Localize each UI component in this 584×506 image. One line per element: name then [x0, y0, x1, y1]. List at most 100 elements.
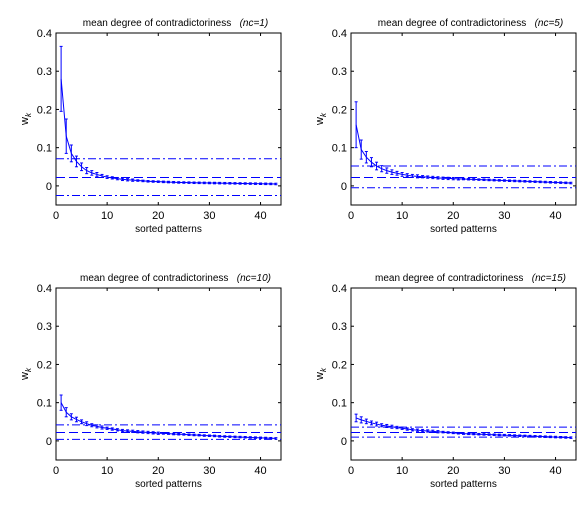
error-bar	[187, 433, 191, 437]
error-bar	[456, 431, 460, 435]
y-tick-label: 0	[341, 181, 347, 193]
error-bar	[197, 433, 201, 437]
error-bar	[64, 118, 68, 154]
error-bar	[248, 436, 252, 439]
error-bar	[207, 181, 211, 185]
error-bar	[264, 182, 268, 186]
error-bar	[446, 431, 450, 434]
y-tick-label: 0.1	[37, 398, 52, 410]
x-tick-label: 10	[101, 210, 113, 222]
error-bar	[248, 182, 252, 185]
error-bar	[64, 407, 68, 418]
error-bar	[182, 181, 186, 184]
chart-title-param: (nc=10)	[237, 273, 271, 284]
error-bar	[274, 182, 278, 186]
error-bar	[151, 180, 155, 183]
error-bar	[233, 435, 237, 439]
error-bar	[554, 435, 558, 439]
error-bar	[431, 175, 435, 180]
y-tick-label: 0.2	[37, 359, 52, 371]
error-bar	[228, 435, 232, 438]
y-axis-label: wk	[314, 112, 328, 126]
chart-panel-3: 0 10 20 30 40 0 0.1 0.2 0.3 0.4 mean degree of con…	[19, 273, 282, 490]
chart-title-gap	[523, 273, 531, 284]
y-axis-label-subscript: k	[24, 112, 33, 117]
error-bar	[543, 435, 547, 438]
x-tick-label: 10	[396, 465, 408, 477]
error-bar	[110, 427, 114, 431]
error-bar	[523, 434, 527, 438]
error-bar	[364, 150, 368, 164]
error-bar	[202, 181, 206, 185]
error-bar	[146, 430, 150, 435]
error-bar	[369, 157, 373, 168]
x-tick-label: 40	[254, 465, 266, 477]
error-bar	[167, 180, 170, 184]
error-bar	[177, 432, 181, 436]
error-bar	[559, 435, 563, 439]
error-bar	[451, 176, 455, 181]
error-bar	[385, 423, 389, 429]
error-bar	[354, 101, 358, 149]
error-bar	[197, 181, 201, 185]
y-axis-label-main: w	[314, 117, 326, 126]
chart-title-gap	[231, 18, 239, 29]
error-bar	[518, 434, 522, 437]
error-bar	[548, 180, 552, 184]
error-bar	[538, 180, 542, 184]
chart-title: mean degree of contradictoriness (nc=15)	[375, 273, 566, 284]
error-bar	[436, 176, 440, 180]
error-bar	[167, 432, 170, 435]
error-bar	[421, 428, 425, 433]
error-bar	[161, 180, 165, 184]
error-bar	[564, 181, 568, 185]
error-bar	[177, 181, 181, 184]
error-bar	[141, 430, 145, 434]
error-bar	[492, 433, 496, 437]
error-bar	[269, 182, 273, 186]
error-bar	[172, 180, 176, 184]
error-bar	[410, 173, 414, 178]
y-tick-label: 0	[341, 436, 347, 448]
error-bar	[243, 182, 247, 185]
chart-title-main: mean degree of contradictoriness	[80, 273, 228, 284]
error-bar	[192, 433, 196, 437]
error-bar	[472, 432, 476, 436]
x-tick-label: 0	[53, 210, 59, 222]
chart-title-main: mean degree of contradictoriness	[375, 273, 523, 284]
error-bar	[120, 428, 124, 433]
error-bar	[528, 180, 532, 183]
x-axis-label: sorted patterns	[430, 224, 497, 235]
y-tick-label: 0.3	[37, 321, 52, 333]
error-bar	[467, 177, 471, 181]
error-bar	[492, 178, 496, 182]
error-bar	[410, 428, 414, 432]
error-bar	[264, 436, 268, 440]
x-tick-label: 40	[549, 465, 561, 477]
series-line	[60, 78, 276, 185]
error-bar	[415, 174, 419, 179]
error-bar	[467, 432, 471, 436]
error-bar	[462, 432, 465, 435]
y-tick-label: 0.2	[332, 104, 347, 116]
error-bar	[569, 181, 573, 185]
error-bar	[120, 177, 124, 182]
chart-panel-4: 0 10 20 30 40 0 0.1 0.2 0.3 0.4 mean degree of con…	[314, 273, 577, 490]
error-bar	[380, 165, 384, 173]
error-bar	[95, 424, 99, 429]
plot-frame	[350, 287, 577, 461]
x-axis-label: sorted patterns	[135, 224, 202, 235]
error-bar	[482, 433, 486, 436]
error-bar	[156, 180, 160, 183]
y-axis-label-subscript: k	[319, 367, 328, 372]
chart-title-param: (nc=5)	[535, 18, 564, 29]
error-bar	[487, 178, 491, 182]
x-tick-label: 0	[348, 210, 354, 222]
error-bar	[141, 179, 145, 183]
error-bar	[202, 434, 206, 437]
error-bar	[559, 181, 563, 184]
error-bar	[259, 436, 263, 440]
error-bar	[218, 435, 222, 438]
x-tick-label: 20	[152, 210, 164, 222]
x-axis-label: sorted patterns	[135, 479, 202, 490]
